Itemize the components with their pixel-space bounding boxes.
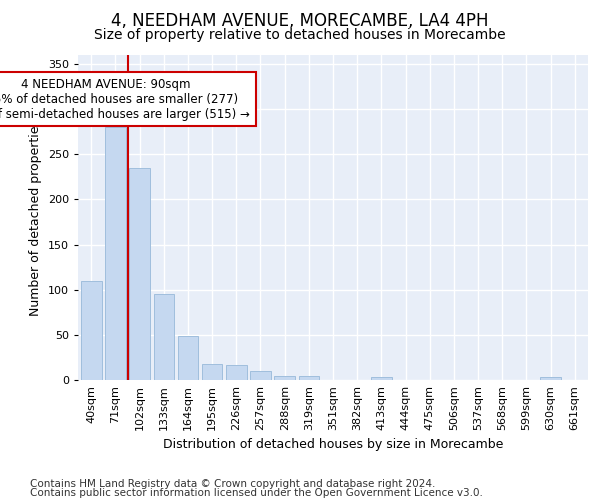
Bar xyxy=(226,364,247,380)
Bar xyxy=(105,127,126,380)
Text: Contains public sector information licensed under the Open Government Licence v3: Contains public sector information licen… xyxy=(30,488,483,498)
X-axis label: Distribution of detached houses by size in Morecambe: Distribution of detached houses by size … xyxy=(163,438,503,452)
Bar xyxy=(299,376,319,380)
Bar xyxy=(130,168,150,380)
Bar xyxy=(371,378,392,380)
Text: Size of property relative to detached houses in Morecambe: Size of property relative to detached ho… xyxy=(94,28,506,42)
Bar xyxy=(154,294,174,380)
Bar xyxy=(540,378,561,380)
Bar xyxy=(81,280,101,380)
Text: Contains HM Land Registry data © Crown copyright and database right 2024.: Contains HM Land Registry data © Crown c… xyxy=(30,479,436,489)
Bar xyxy=(202,364,223,380)
Y-axis label: Number of detached properties: Number of detached properties xyxy=(29,119,42,316)
Text: 4 NEEDHAM AVENUE: 90sqm
← 35% of detached houses are smaller (277)
65% of semi-d: 4 NEEDHAM AVENUE: 90sqm ← 35% of detache… xyxy=(0,78,250,120)
Bar xyxy=(250,371,271,380)
Text: 4, NEEDHAM AVENUE, MORECAMBE, LA4 4PH: 4, NEEDHAM AVENUE, MORECAMBE, LA4 4PH xyxy=(111,12,489,30)
Bar xyxy=(178,336,198,380)
Bar xyxy=(274,376,295,380)
